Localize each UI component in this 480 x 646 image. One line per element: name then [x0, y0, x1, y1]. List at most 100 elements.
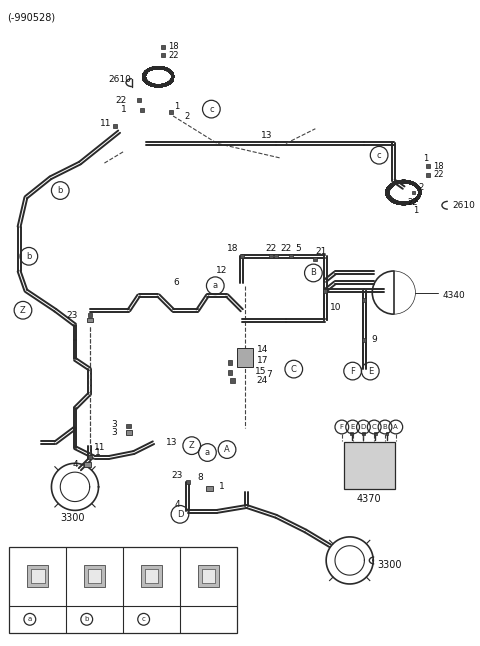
Bar [411, 191, 415, 194]
Bar [161, 45, 165, 49]
Text: 2610: 2610 [108, 75, 131, 84]
Bar [230, 379, 235, 383]
Text: Z: Z [20, 306, 26, 315]
Bar [362, 432, 365, 435]
Text: 2610: 2610 [453, 201, 476, 210]
Bar [350, 432, 353, 435]
Text: 11: 11 [99, 120, 111, 129]
Text: b: b [26, 252, 32, 261]
Bar [141, 565, 162, 587]
Text: 17: 17 [256, 356, 268, 365]
Bar [198, 565, 219, 587]
Bar [144, 569, 158, 583]
Text: 15: 15 [254, 366, 266, 375]
Bar [228, 360, 232, 365]
Bar [127, 424, 132, 428]
Text: c: c [209, 105, 214, 114]
Text: b: b [84, 616, 89, 622]
Bar [269, 255, 273, 258]
Text: C: C [372, 424, 377, 430]
Text: 21: 21 [315, 247, 327, 256]
Text: 8: 8 [198, 472, 204, 481]
Text: 6: 6 [173, 278, 179, 287]
Bar [426, 173, 430, 177]
Text: 13: 13 [261, 131, 272, 140]
Bar [274, 255, 278, 258]
Bar [289, 255, 293, 258]
Text: 7: 7 [266, 370, 272, 379]
Text: C: C [291, 364, 297, 373]
Text: 22: 22 [116, 96, 127, 105]
Text: 1: 1 [95, 448, 100, 457]
Text: 3300: 3300 [60, 513, 85, 523]
Text: 4: 4 [174, 500, 180, 509]
Bar [374, 432, 377, 435]
Text: 22: 22 [265, 244, 277, 253]
Text: 19: 19 [96, 615, 108, 624]
Bar [186, 480, 190, 484]
Text: B: B [383, 424, 387, 430]
Text: a: a [205, 448, 210, 457]
Bar [362, 338, 366, 342]
Bar [88, 313, 92, 317]
Text: D: D [177, 510, 183, 519]
Text: 4340: 4340 [443, 291, 466, 300]
Bar [169, 110, 173, 114]
Bar [140, 108, 144, 112]
Bar [313, 257, 317, 261]
Text: 3: 3 [111, 419, 117, 428]
Bar [137, 98, 141, 102]
Text: 18: 18 [228, 244, 239, 253]
Text: E: E [368, 366, 373, 375]
Text: (-990528): (-990528) [7, 13, 55, 23]
Bar [206, 486, 213, 491]
Bar [87, 318, 93, 322]
Text: b: b [58, 186, 63, 195]
Text: 3300: 3300 [377, 560, 402, 570]
Text: 9: 9 [371, 335, 377, 344]
Text: 20: 20 [154, 615, 165, 624]
Bar [344, 442, 395, 489]
Text: a: a [28, 616, 32, 622]
Text: 12: 12 [216, 267, 227, 275]
Text: 23: 23 [67, 311, 78, 320]
Text: A: A [224, 445, 230, 454]
Text: a: a [213, 281, 218, 290]
Text: 3: 3 [111, 428, 117, 437]
Bar [362, 298, 366, 302]
Bar [84, 462, 91, 467]
Text: 2: 2 [185, 112, 190, 121]
Bar [237, 348, 252, 367]
Bar [31, 569, 45, 583]
Bar [202, 569, 215, 583]
Bar [161, 53, 165, 57]
Text: Z: Z [189, 441, 194, 450]
Text: 4: 4 [72, 460, 78, 469]
Text: 18: 18 [168, 42, 179, 51]
Text: D: D [361, 424, 366, 430]
Text: 13: 13 [166, 438, 178, 447]
Bar [240, 255, 244, 258]
Text: 22: 22 [280, 244, 291, 253]
Text: c: c [142, 616, 145, 622]
Bar [113, 124, 117, 128]
Text: 24: 24 [256, 377, 268, 386]
Bar [88, 455, 92, 459]
Text: 14: 14 [256, 345, 268, 354]
Text: 23: 23 [171, 470, 183, 479]
Text: 4370: 4370 [357, 494, 382, 504]
Text: 22: 22 [168, 50, 179, 59]
Bar [426, 164, 430, 168]
Text: 2: 2 [419, 183, 424, 192]
Text: 18: 18 [433, 162, 444, 171]
Text: 1: 1 [174, 101, 180, 110]
Bar [385, 432, 388, 435]
Text: 1: 1 [219, 483, 225, 492]
Bar [84, 565, 106, 587]
Text: E: E [350, 424, 355, 430]
Text: 5: 5 [296, 244, 301, 253]
Text: 10: 10 [330, 303, 342, 312]
Text: 1: 1 [121, 105, 127, 114]
Bar [9, 547, 237, 633]
Bar [323, 289, 327, 293]
